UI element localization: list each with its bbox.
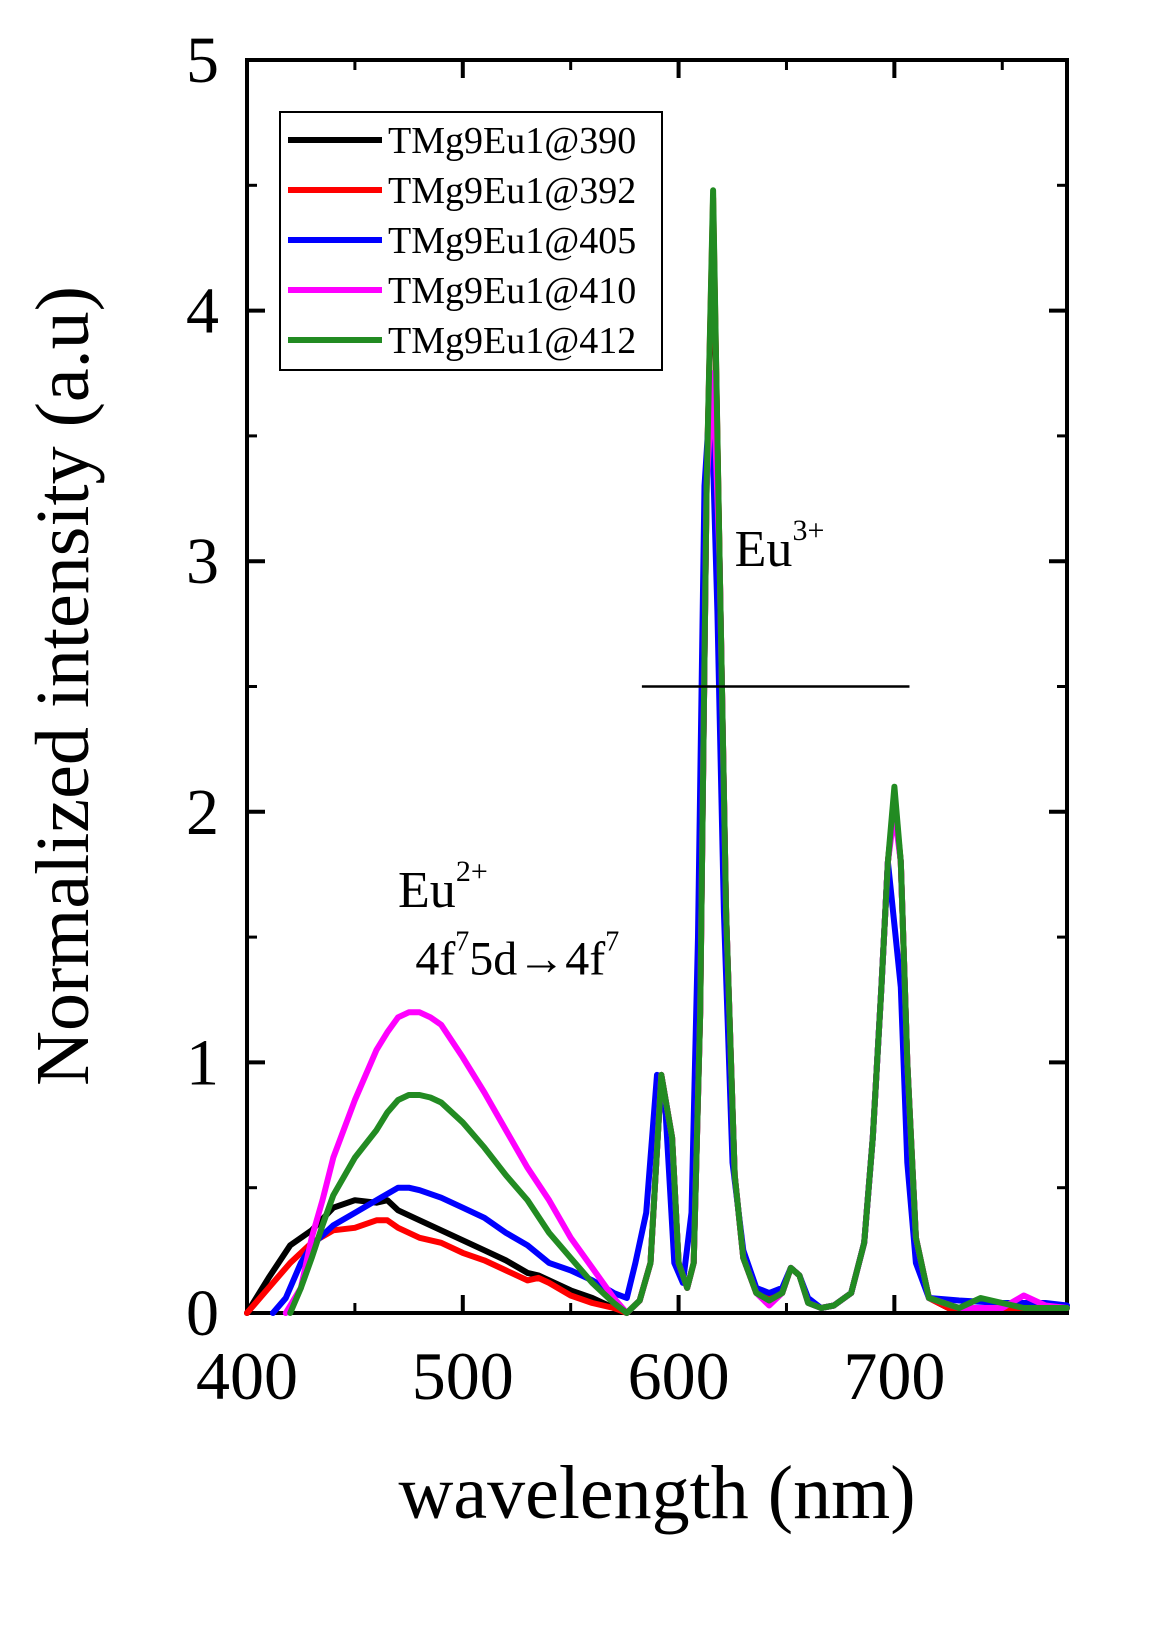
legend-label-4: TMg9Eu1@410 — [388, 270, 636, 312]
legend-label-3: TMg9Eu1@405 — [388, 220, 636, 262]
x-tick-label: 700 — [843, 1338, 945, 1414]
transition-part-1: 4f — [415, 933, 455, 986]
legend-label-2: TMg9Eu1@392 — [388, 170, 636, 212]
annotation-transition: 4f75d→4f7 — [415, 927, 619, 986]
y-tick-label: 2 — [186, 776, 219, 849]
annotation-eu3: Eu3+ — [735, 514, 825, 578]
y-tick-label: 3 — [186, 525, 219, 598]
annotation-eu2: Eu2+ — [398, 855, 488, 919]
transition-sup-2: 7 — [605, 927, 619, 958]
series-lines — [244, 187, 1070, 1316]
series-line-3 — [269, 382, 1070, 1316]
tick-labels: 400 500 600 700 0 1 2 3 4 5 — [186, 24, 945, 1414]
y-tick-label: 5 — [186, 24, 219, 97]
y-tick-label: 1 — [186, 1026, 219, 1099]
series-line-5 — [287, 187, 1070, 1316]
y-tick-label: 0 — [186, 1277, 219, 1350]
legend: TMg9Eu1@390 TMg9Eu1@392 TMg9Eu1@405 TMg9Eu1… — [279, 111, 663, 371]
legend-label-5: TMg9Eu1@412 — [388, 320, 636, 362]
x-tick-label: 600 — [628, 1338, 730, 1414]
legend-label-1: TMg9Eu1@390 — [388, 120, 636, 162]
x-axis-title: wavelength (nm) — [398, 1451, 915, 1535]
x-tick-label: 400 — [196, 1338, 298, 1414]
annotation-eu3-sup: 3+ — [792, 514, 824, 547]
x-tick-label: 500 — [412, 1338, 514, 1414]
annotation-eu2-sup: 2+ — [456, 855, 488, 888]
annotation-eu3-base: Eu — [735, 521, 793, 578]
transition-part-2: 5d→4f — [469, 933, 605, 986]
y-axis-title: Normalized intensity (a.u) — [21, 286, 105, 1086]
annotation-eu2-base: Eu — [398, 862, 456, 919]
transition-sup-1: 7 — [455, 927, 469, 958]
y-tick-label: 4 — [186, 275, 219, 348]
